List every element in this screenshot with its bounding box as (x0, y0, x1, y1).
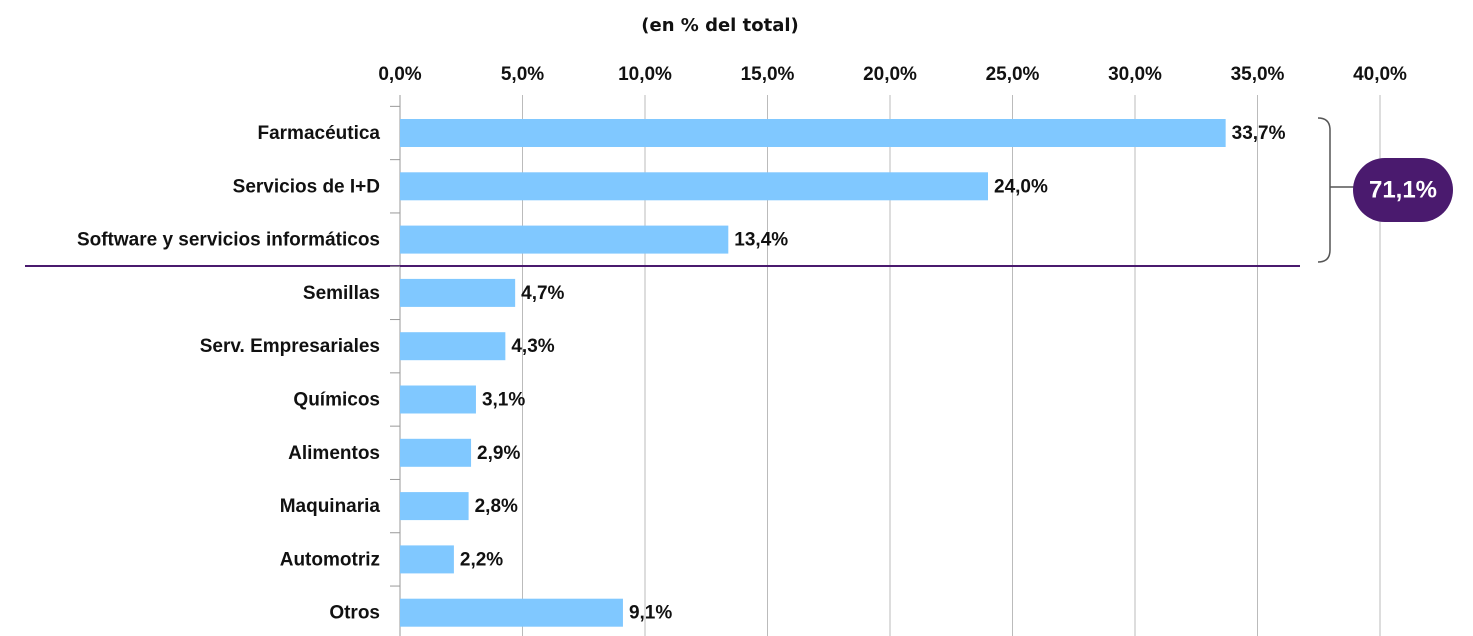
x-tick-label: 15,0% (741, 64, 795, 85)
y-tick-label: Químicos (293, 390, 380, 411)
x-tick-label: 10,0% (618, 64, 672, 85)
bar (400, 332, 506, 361)
value-label: 24,0% (994, 176, 1048, 197)
y-tick-label: Maquinaria (280, 496, 381, 517)
value-label: 2,8% (475, 496, 518, 517)
value-label: 2,2% (460, 549, 503, 570)
bar (400, 438, 472, 467)
value-label: 2,9% (477, 443, 520, 464)
x-tick-label: 25,0% (986, 64, 1040, 85)
value-label: 4,7% (521, 283, 564, 304)
value-label: 3,1% (482, 390, 525, 411)
y-tick-label: Farmacéutica (257, 123, 380, 144)
x-tick-label: 20,0% (863, 64, 917, 85)
bar (400, 278, 516, 307)
group-bracket (1317, 117, 1356, 263)
value-label: 33,7% (1232, 123, 1286, 144)
y-tick-label: Semillas (303, 283, 380, 304)
y-tick-label: Automotriz (280, 549, 380, 570)
y-tick-label: Alimentos (288, 443, 380, 464)
bar (400, 385, 476, 414)
y-tick-label: Otros (329, 603, 380, 624)
x-tick-label: 0,0% (378, 64, 421, 85)
value-label: 9,1% (629, 603, 672, 624)
x-tick-label: 40,0% (1353, 64, 1407, 85)
y-tick-label: Servicios de I+D (233, 176, 380, 197)
x-tick-label: 30,0% (1108, 64, 1162, 85)
y-tick-label: Serv. Empresariales (200, 336, 380, 357)
bar (400, 545, 454, 574)
x-tick-label: 35,0% (1231, 64, 1285, 85)
x-tick-label: 5,0% (501, 64, 544, 85)
bar (400, 119, 1226, 147)
bar (400, 225, 729, 254)
bar (400, 172, 988, 201)
value-label: 4,3% (511, 336, 554, 357)
chart-subtitle: (en % del total) (641, 15, 798, 36)
group-total: 71,1% (1369, 176, 1437, 203)
value-label: 13,4% (734, 230, 788, 251)
group-total-badge (1353, 158, 1453, 222)
bar (400, 492, 469, 521)
bar (400, 598, 623, 627)
y-tick-label: Software y servicios informáticos (77, 230, 380, 251)
